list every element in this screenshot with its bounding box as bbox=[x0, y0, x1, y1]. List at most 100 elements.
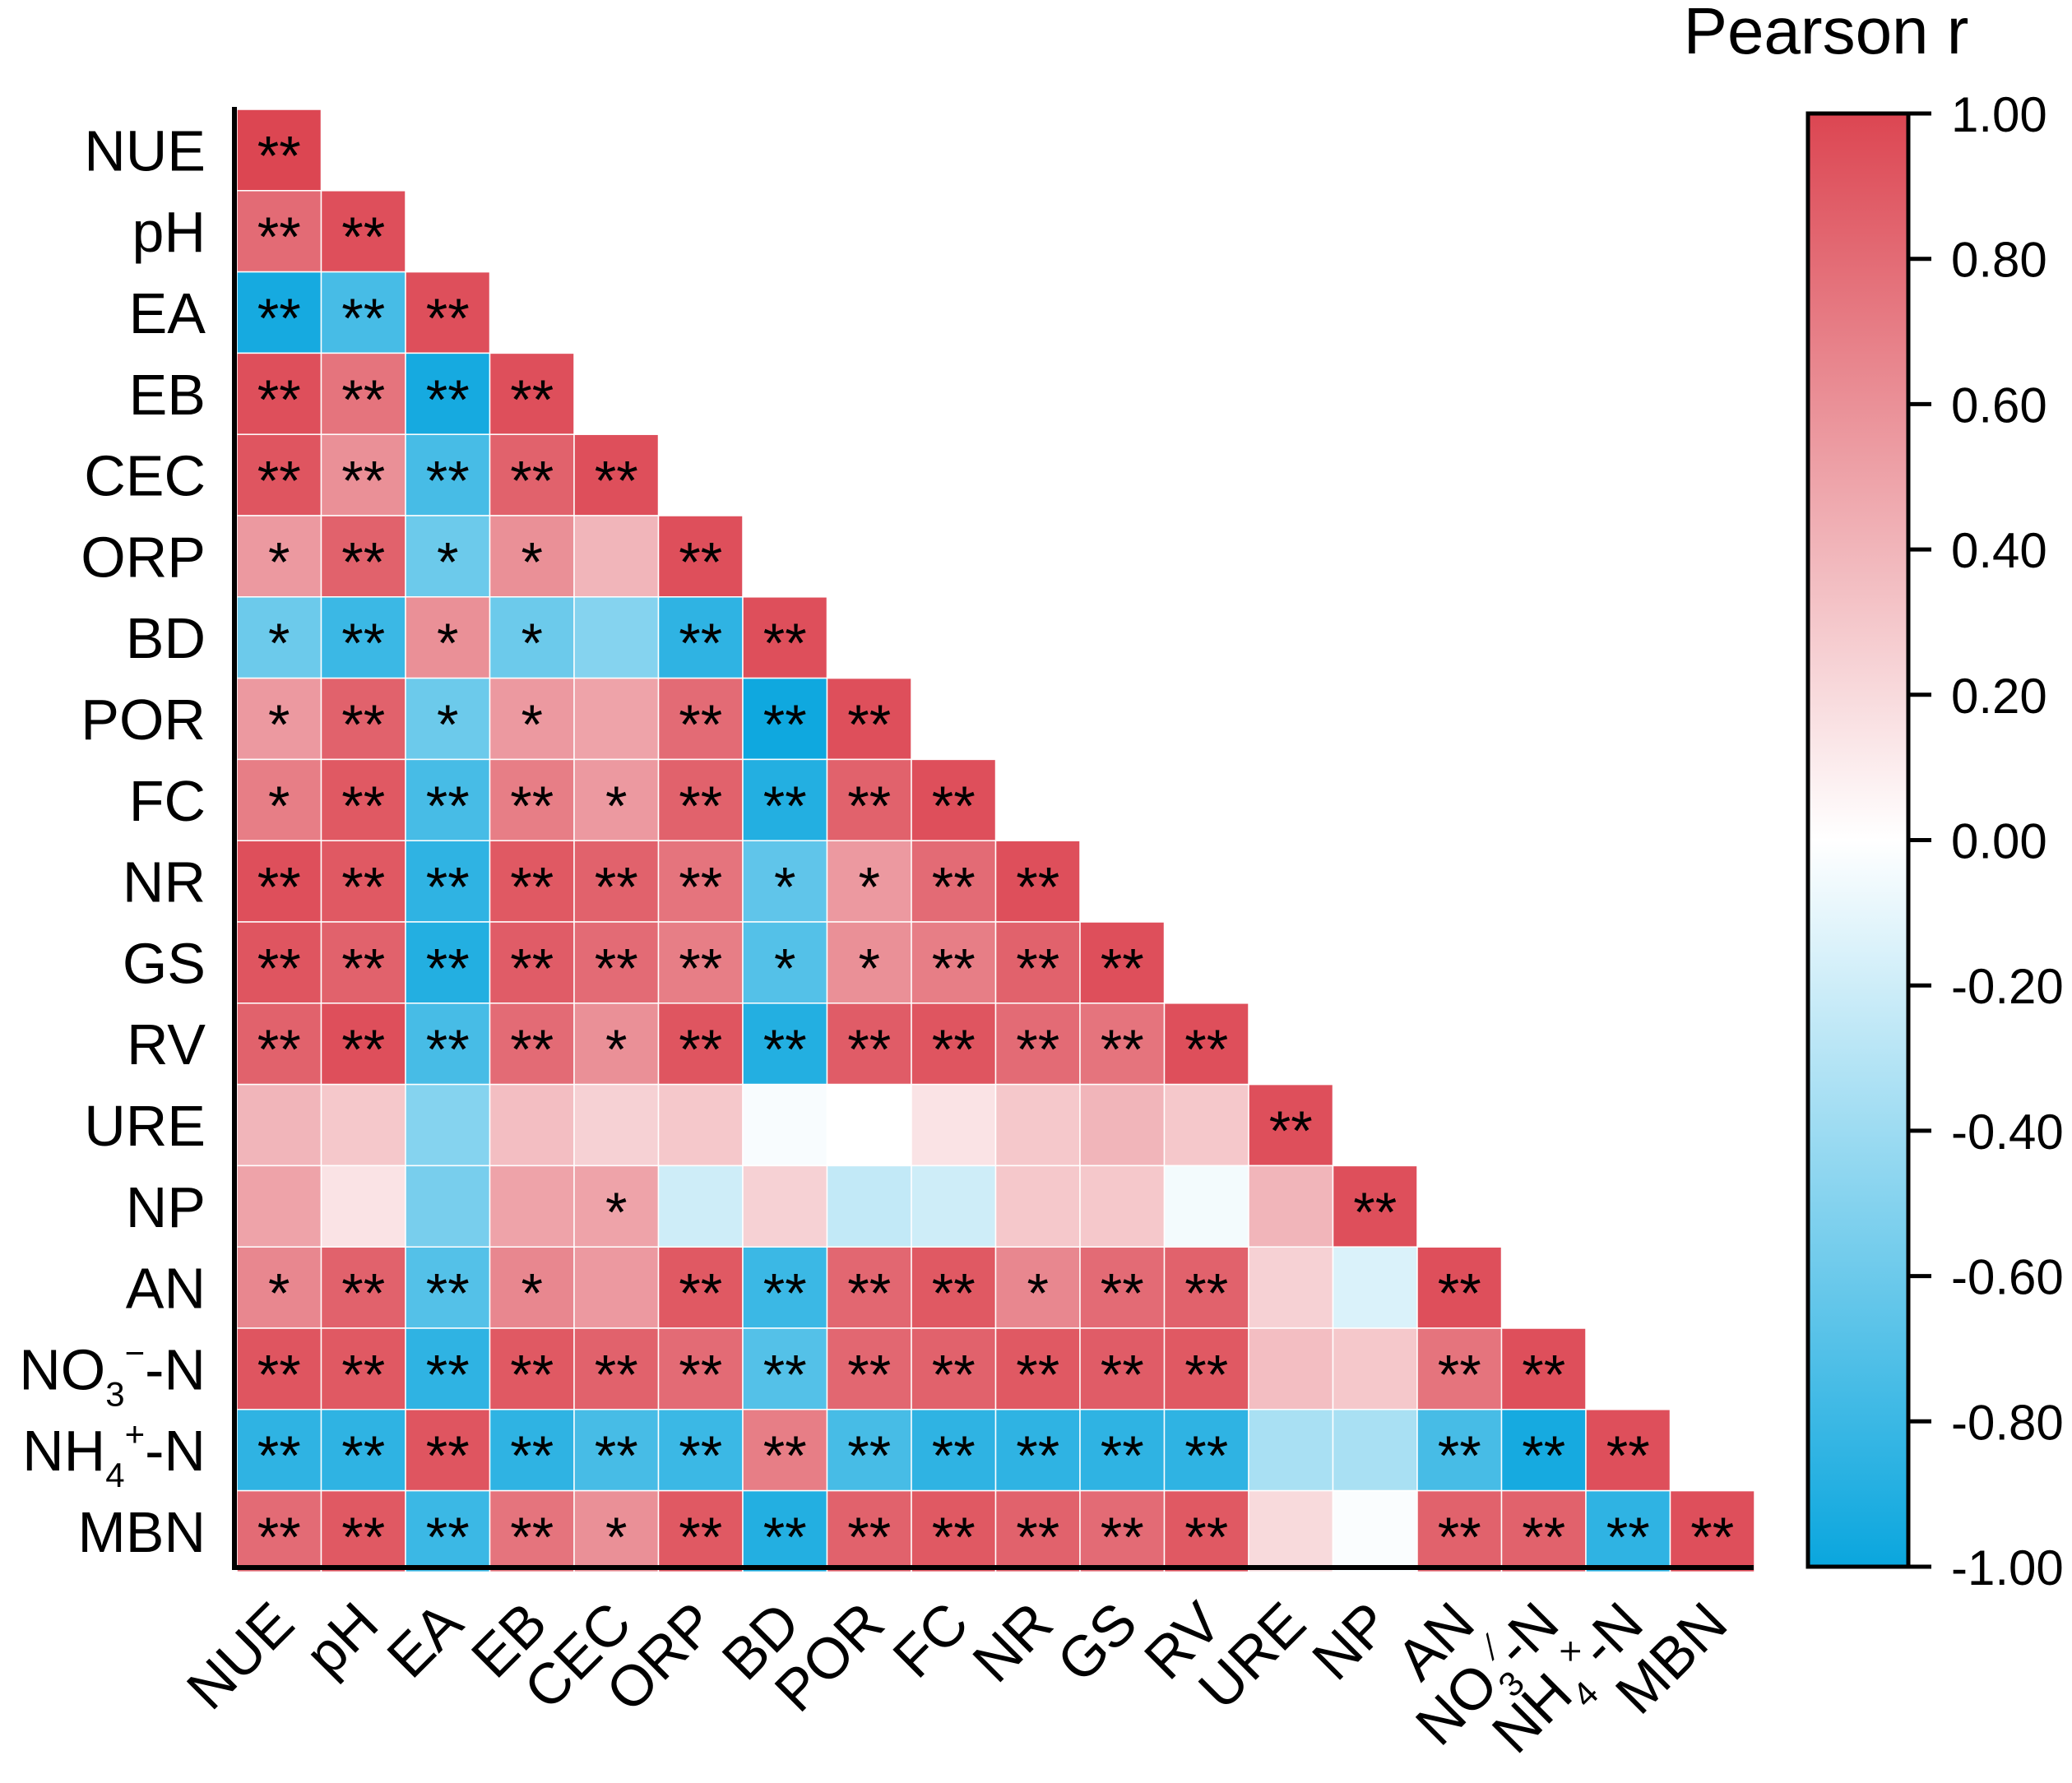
significance-star-bd-ea: * bbox=[437, 612, 458, 674]
significance-star-no3-n-an: ** bbox=[1438, 1343, 1481, 1406]
cell-orp-eb bbox=[489, 515, 575, 598]
cell-ure-orp bbox=[657, 1083, 744, 1167]
cell-an-ea bbox=[405, 1246, 491, 1329]
cell-np-fc bbox=[911, 1165, 997, 1248]
cell-nr-por bbox=[826, 840, 912, 923]
significance-star-fc-ph: ** bbox=[341, 775, 385, 837]
significance-star-rv-rv: ** bbox=[1184, 1018, 1228, 1081]
significance-star-rv-eb: ** bbox=[510, 1018, 554, 1081]
cell-nh4-n-no3-n bbox=[1500, 1409, 1587, 1492]
legend-title: Pearson r bbox=[1684, 0, 1969, 67]
cell-an-nr bbox=[994, 1246, 1081, 1329]
significance-star-nh4-n-gs: ** bbox=[1101, 1424, 1144, 1487]
significance-star-no3-n-bd: ** bbox=[763, 1343, 807, 1406]
cell-no3-n-por bbox=[826, 1327, 912, 1410]
cell-gs-eb bbox=[489, 921, 575, 1004]
cell-nh4-n-np bbox=[1332, 1409, 1418, 1492]
cell-ea-nue bbox=[236, 271, 322, 354]
significance-star-por-nue: * bbox=[268, 693, 290, 756]
cell-ure-ea bbox=[405, 1083, 491, 1167]
significance-star-bd-eb: * bbox=[521, 612, 543, 674]
x-label-ea: EA bbox=[375, 1590, 475, 1689]
significance-star-fc-eb: ** bbox=[510, 775, 554, 837]
color-scale-ticks: 1.00 0.80 0.60 0.40 0.20 0.00 -0.20 -0.40 -0.60 -… bbox=[1908, 87, 2064, 1595]
cell-cec-cec bbox=[573, 433, 660, 516]
cell-rv-nr bbox=[994, 1003, 1081, 1086]
cell-np-nue bbox=[236, 1165, 322, 1248]
x-label-fc: FC bbox=[881, 1590, 980, 1689]
significance-star-nr-por: * bbox=[859, 856, 880, 919]
cell-ure-rv bbox=[1163, 1083, 1249, 1167]
significance-star-fc-por: ** bbox=[847, 775, 891, 837]
cell-por-ea bbox=[405, 677, 491, 761]
cell-no3-n-rv bbox=[1163, 1327, 1249, 1410]
cell-nr-eb bbox=[489, 840, 575, 923]
significance-star-cec-eb: ** bbox=[510, 450, 554, 512]
cell-ure-fc bbox=[911, 1083, 997, 1167]
cell-nh4-n-an bbox=[1416, 1409, 1503, 1492]
significance-star-eb-eb: ** bbox=[510, 368, 554, 431]
significance-star-mbn-cec: * bbox=[605, 1506, 627, 1568]
cell-ure-ure bbox=[1248, 1083, 1334, 1167]
significance-star-rv-bd: ** bbox=[763, 1018, 807, 1081]
significance-star-nh4-n-an: ** bbox=[1438, 1424, 1481, 1487]
significance-star-an-por: ** bbox=[847, 1262, 891, 1325]
significance-star-rv-ph: ** bbox=[341, 1018, 385, 1081]
cell-np-ea bbox=[405, 1165, 491, 1248]
cell-np-por bbox=[826, 1165, 912, 1248]
significance-star-nr-fc: ** bbox=[932, 856, 976, 919]
significance-star-rv-ea: ** bbox=[426, 1018, 470, 1081]
y-label-por: POR bbox=[81, 688, 206, 752]
cell-nh4-n-ea bbox=[405, 1409, 491, 1492]
significance-star-fc-orp: ** bbox=[679, 775, 722, 837]
significance-star-np-np: ** bbox=[1353, 1181, 1397, 1243]
significance-star-nh4-n-orp: ** bbox=[679, 1424, 722, 1487]
y-label-gs: GS bbox=[123, 931, 206, 995]
significance-star-no3-n-orp: ** bbox=[679, 1343, 722, 1406]
significance-star-gs-gs: ** bbox=[1101, 937, 1144, 999]
significance-star-an-orp: ** bbox=[679, 1262, 722, 1325]
significance-star-por-ph: ** bbox=[341, 693, 385, 756]
scale-tick-label-1: 0.80 bbox=[1951, 233, 2047, 288]
cell-nh4-n-nr bbox=[994, 1409, 1081, 1492]
significance-stars: **** **** ** **** ** ** **** ** ** ** *** ** * * *** **… bbox=[257, 124, 1734, 1568]
cell-mbn-an bbox=[1416, 1489, 1503, 1573]
y-label-bd: BD bbox=[126, 606, 206, 670]
significance-star-no3-n-no3-n: ** bbox=[1522, 1343, 1565, 1406]
cell-an-gs bbox=[1079, 1246, 1166, 1329]
cell-nr-ph bbox=[320, 840, 406, 923]
cell-np-cec bbox=[573, 1165, 660, 1248]
significance-star-nh4-n-nue: ** bbox=[257, 1424, 301, 1487]
significance-star-no3-n-ph: ** bbox=[341, 1343, 385, 1406]
significance-star-gs-bd: * bbox=[774, 937, 795, 999]
significance-star-no3-n-nue: ** bbox=[257, 1343, 301, 1406]
cell-mbn-ph bbox=[320, 1489, 406, 1573]
scale-tick-label-10: -1.00 bbox=[1951, 1540, 2064, 1595]
cell-mbn-bd bbox=[742, 1489, 828, 1573]
significance-star-an-rv: ** bbox=[1184, 1262, 1228, 1325]
cell-bd-ph bbox=[320, 596, 406, 679]
significance-star-rv-nue: ** bbox=[257, 1018, 301, 1081]
significance-star-nr-orp: ** bbox=[679, 856, 722, 919]
cell-mbn-gs bbox=[1079, 1489, 1166, 1573]
significance-star-por-ea: * bbox=[437, 693, 458, 756]
significance-star-mbn-an: ** bbox=[1438, 1506, 1481, 1568]
x-axis-labels: NUEpHEAEBCECORPBDPORFCNRGSRVURENPANNO3⁄-… bbox=[174, 1590, 1739, 1765]
cell-np-orp bbox=[657, 1165, 744, 1248]
cell-fc-bd bbox=[742, 758, 828, 841]
significance-star-fc-fc: ** bbox=[932, 775, 976, 837]
cell-ea-ea bbox=[405, 271, 491, 354]
cell-ure-ph bbox=[320, 1083, 406, 1167]
significance-star-ea-ea: ** bbox=[426, 287, 470, 350]
significance-star-mbn-ph: ** bbox=[341, 1506, 385, 1568]
significance-star-ea-nue: ** bbox=[257, 287, 301, 350]
significance-star-cec-nue: ** bbox=[257, 450, 301, 512]
significance-star-no3-n-ea: ** bbox=[426, 1343, 470, 1406]
cell-mbn-fc bbox=[911, 1489, 997, 1573]
cell-mbn-nr bbox=[994, 1489, 1081, 1573]
significance-star-nh4-n-bd: ** bbox=[763, 1424, 807, 1487]
cell-no3-n-an bbox=[1416, 1327, 1503, 1410]
significance-star-gs-ph: ** bbox=[341, 937, 385, 999]
significance-star-mbn-rv: ** bbox=[1184, 1506, 1228, 1568]
cell-nr-ea bbox=[405, 840, 491, 923]
